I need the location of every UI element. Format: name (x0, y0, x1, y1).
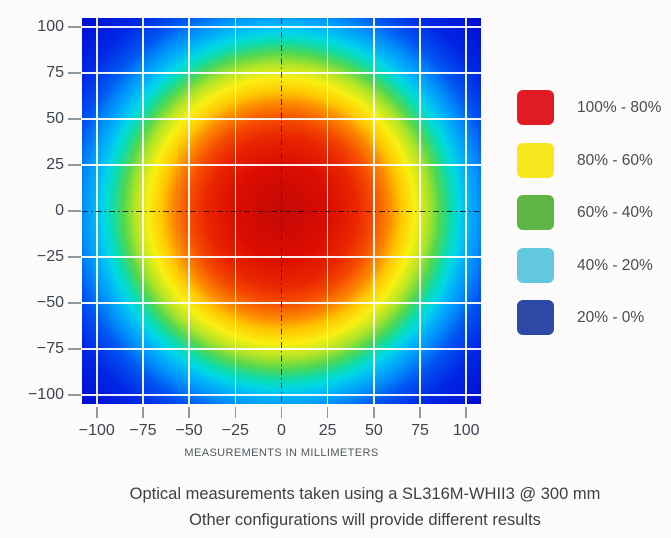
legend-swatch (517, 142, 554, 178)
heatmap-plot (82, 18, 481, 404)
x-tick (326, 407, 329, 418)
x-tick-label: −50 (175, 422, 203, 439)
y-tick-label: −75 (36, 339, 64, 357)
y-tick (68, 210, 81, 212)
y-tick-label: −25 (36, 247, 64, 265)
figure-caption: Optical measurements taken using a SL316… (60, 481, 670, 533)
x-tick (373, 407, 375, 418)
caption-line-2: Other configurations will provide differ… (189, 511, 541, 529)
x-tick-label: 25 (318, 422, 337, 439)
x-tick (419, 407, 421, 418)
y-tick (68, 348, 81, 350)
x-tick-label: −100 (78, 422, 115, 439)
legend-swatch (517, 300, 554, 335)
x-tick-label: −25 (221, 422, 249, 439)
x-tick (142, 407, 144, 418)
x-tick (280, 407, 283, 418)
x-tick-label: 0 (277, 422, 286, 439)
y-tick (68, 256, 81, 258)
x-tick (465, 407, 467, 418)
y-tick-label: 25 (46, 156, 64, 174)
caption-line-1: Optical measurements taken using a SL316… (129, 485, 601, 503)
legend-label: 80% - 60% (577, 151, 653, 169)
y-tick-label: 50 (46, 110, 64, 128)
y-tick-label: −50 (36, 293, 64, 311)
y-tick-label: 100 (37, 18, 64, 36)
y-tick (68, 394, 81, 396)
y-tick (68, 118, 81, 120)
y-tick-label: −100 (27, 385, 64, 403)
legend-swatch (517, 247, 554, 283)
legend-label: 40% - 20% (577, 256, 653, 274)
y-tick (68, 302, 81, 304)
y-tick (68, 72, 81, 74)
x-tick-label: −75 (129, 422, 157, 439)
legend-label: 60% - 40% (577, 204, 653, 221)
y-tick (68, 26, 81, 28)
legend-label: 100% - 80% (577, 99, 662, 116)
x-tick-label: 100 (452, 422, 480, 439)
y-tick-label: 75 (46, 64, 64, 82)
crosshair-vertical (281, 18, 282, 404)
x-tick (96, 407, 98, 418)
x-tick-label: 75 (411, 422, 429, 439)
legend-label: 20% - 0% (577, 309, 645, 326)
x-axis-title: MEASUREMENTS IN MILLIMETERS (184, 447, 379, 459)
legend-swatch (517, 90, 554, 125)
y-tick-label: 0 (55, 202, 64, 219)
legend-swatch (517, 195, 554, 230)
x-tick-label: 50 (364, 422, 383, 439)
x-tick (188, 407, 190, 418)
y-tick (68, 164, 81, 166)
x-tick (234, 407, 237, 418)
